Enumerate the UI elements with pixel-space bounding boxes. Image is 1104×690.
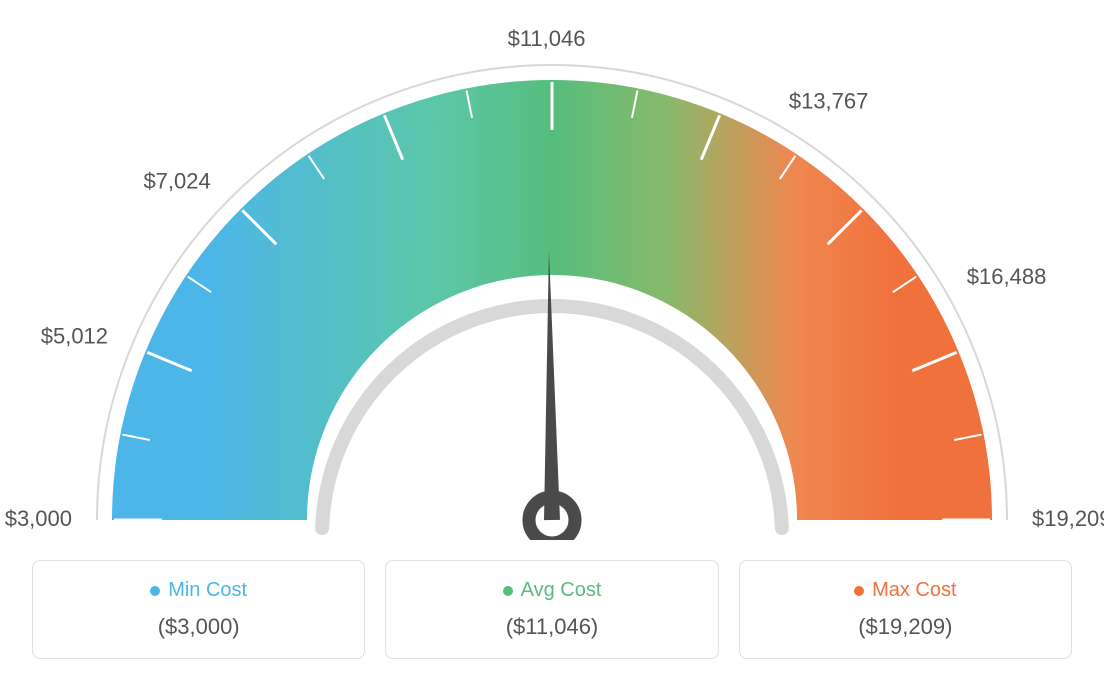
legend-title: Max Cost [750,579,1061,602]
legend-value: ($3,000) [43,614,354,640]
gauge-svg: $3,000 $5,012 $7,024 $11,046 $13,767 $16,488 $… [0,0,1104,540]
legend-row: Min Cost ($3,000) Avg Cost ($11,046) Max Cos… [32,560,1072,659]
gauge-tick-label: $11,046 [508,26,586,51]
legend-label: Min Cost [168,579,247,602]
gauge-tick-label: $16,488 [967,264,1047,289]
legend-dot-icon [854,586,864,596]
legend-value: ($11,046) [396,614,707,640]
gauge-tick-label: $3,000 [5,506,72,531]
legend-value: ($19,209) [750,614,1061,640]
legend-card-min: Min Cost ($3,000) [32,560,365,659]
gauge-tick-label: $19,209 [1032,506,1104,531]
legend-title: Min Cost [43,579,354,602]
legend-card-max: Max Cost ($19,209) [739,560,1072,659]
gauge-tick-label: $13,767 [789,88,869,113]
legend-dot-icon [503,586,513,596]
legend-dot-icon [150,586,160,596]
gauge-tick-label: $7,024 [143,168,210,193]
gauge-tick-label: $5,012 [41,323,108,348]
legend-card-avg: Avg Cost ($11,046) [385,560,718,659]
legend-label: Max Cost [872,579,956,602]
legend-label: Avg Cost [521,579,602,602]
legend-title: Avg Cost [396,579,707,602]
gauge-needle [544,250,560,520]
gauge-chart: $3,000 $5,012 $7,024 $11,046 $13,767 $16,488 $… [0,0,1104,540]
